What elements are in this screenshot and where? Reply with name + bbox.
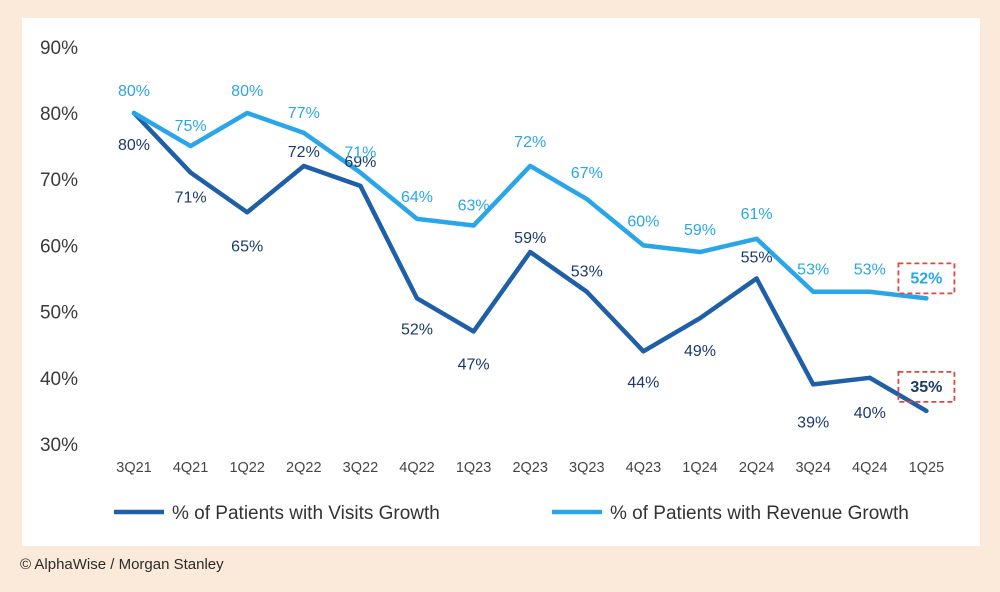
data-point [867, 289, 872, 294]
line-chart: 30% 40% 50% 60% 70% 80% 90% 3Q21 4Q21 1Q22 2Q22 3Q2… [40, 38, 956, 524]
x-tick-label: 1Q24 [682, 460, 717, 476]
x-tick-label: 3Q21 [116, 460, 151, 476]
data-point [924, 408, 929, 413]
x-tick-label: 4Q23 [626, 460, 661, 476]
data-point [358, 170, 363, 175]
data-label: 39% [797, 414, 829, 431]
y-tick-label: 30% [40, 435, 78, 456]
data-point [471, 329, 476, 334]
x-tick-label: 4Q22 [399, 460, 434, 476]
x-tick-label: 3Q22 [343, 460, 378, 476]
data-label: 63% [458, 198, 490, 215]
data-point [301, 130, 306, 135]
x-tick-label: 4Q24 [852, 460, 887, 476]
data-label: 80% [118, 83, 150, 100]
x-tick-label: 2Q23 [512, 460, 547, 476]
data-label: 65% [231, 238, 263, 255]
x-tick-label: 3Q23 [569, 460, 604, 476]
y-tick-label: 90% [40, 38, 78, 59]
data-point [358, 183, 363, 188]
y-tick-label: 40% [40, 369, 78, 390]
data-label: 64% [401, 189, 433, 206]
data-point [867, 375, 872, 380]
data-label: 72% [514, 134, 546, 151]
data-label: 80% [118, 137, 150, 154]
data-point [528, 163, 533, 168]
data-label: 71% [344, 145, 376, 162]
data-label: 53% [571, 264, 603, 281]
data-point [811, 289, 816, 294]
y-tick-label: 60% [40, 236, 78, 257]
x-tick-label: 2Q24 [739, 460, 774, 476]
data-label: 40% [854, 405, 886, 422]
y-tick-label: 70% [40, 170, 78, 191]
highlight-box [897, 370, 956, 403]
data-point [584, 197, 589, 202]
highlight-box [897, 262, 956, 295]
data-point [811, 382, 816, 387]
data-point [188, 170, 193, 175]
data-label: 80% [231, 83, 263, 100]
data-label: 67% [571, 165, 603, 182]
y-tick-label: 50% [40, 303, 78, 324]
data-point [132, 111, 136, 115]
data-point [584, 289, 589, 294]
data-label: 72% [288, 144, 320, 161]
data-point [698, 316, 702, 321]
data-label: 47% [458, 356, 490, 373]
data-point [641, 243, 646, 248]
data-point [924, 296, 929, 301]
data-label: 75% [175, 118, 207, 135]
y-tick-label: 80% [40, 104, 78, 125]
x-tick-label: 3Q24 [795, 460, 830, 476]
data-label: 52% [910, 270, 942, 287]
data-point [188, 144, 193, 149]
data-label: 52% [401, 321, 433, 338]
x-tick-label: 1Q23 [456, 460, 491, 476]
data-label: 77% [288, 105, 320, 122]
data-label: 49% [684, 343, 716, 360]
data-label: 61% [741, 206, 773, 223]
data-label: 69% [344, 154, 376, 171]
data-label: 60% [627, 213, 659, 230]
data-point [245, 210, 250, 215]
x-tick-label: 2Q22 [286, 460, 321, 476]
data-point [641, 349, 646, 354]
data-point [471, 223, 476, 228]
data-label: 59% [514, 230, 546, 247]
data-label: 35% [910, 379, 942, 396]
x-tick-label: 4Q21 [173, 460, 208, 476]
data-point [754, 276, 759, 281]
legend-label: % of Patients with Visits Growth [172, 503, 440, 524]
x-tick-label: 1Q25 [909, 460, 944, 476]
data-point [754, 236, 759, 241]
chart-panel: 30% 40% 50% 60% 70% 80% 90% 3Q21 4Q21 1Q22 2Q22 3Q2… [22, 18, 980, 546]
data-label: 53% [854, 262, 886, 279]
data-point [698, 250, 702, 255]
legend-label: % of Patients with Revenue Growth [610, 503, 909, 524]
data-label: 53% [797, 262, 829, 279]
data-point [301, 163, 306, 168]
data-label: 55% [741, 250, 773, 267]
source-credit: © AlphaWise / Morgan Stanley [20, 556, 224, 573]
data-point [528, 250, 533, 255]
data-point [245, 111, 250, 115]
data-label: 44% [627, 374, 659, 391]
data-label: 71% [175, 190, 207, 207]
data-label: 59% [684, 222, 716, 239]
data-point [415, 296, 419, 301]
data-point [415, 216, 419, 221]
x-tick-label: 1Q22 [229, 460, 264, 476]
